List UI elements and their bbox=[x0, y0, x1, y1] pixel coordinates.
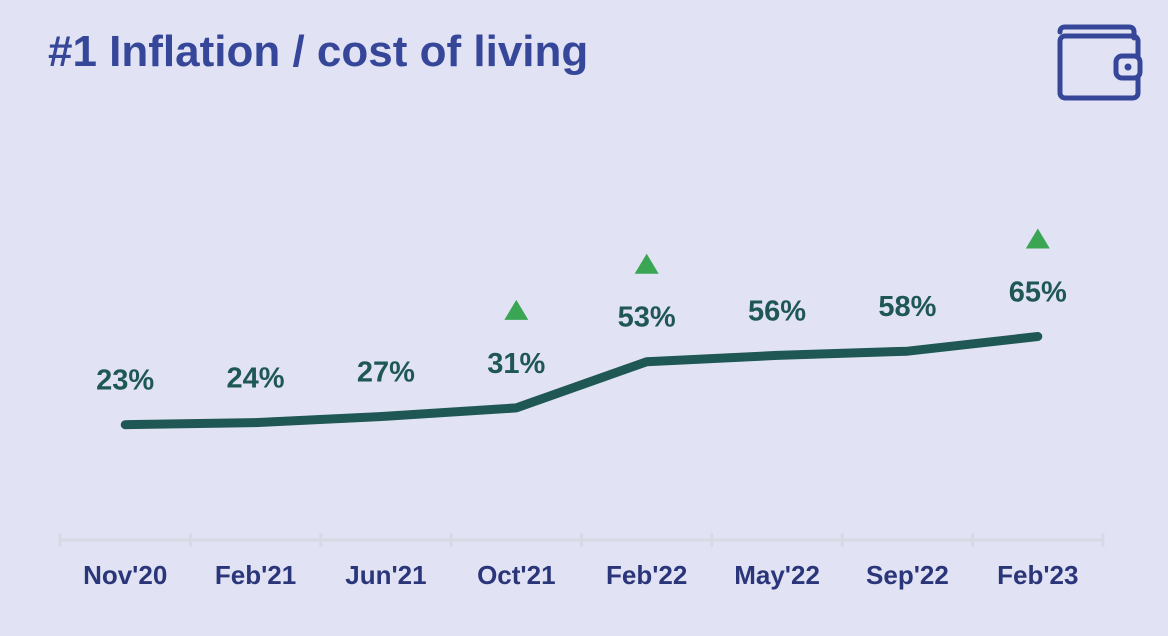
page-title: #1 Inflation / cost of living bbox=[48, 27, 589, 76]
data-labels: 23% 24% 27% 31% 53% 56% 58% 65% bbox=[96, 277, 1067, 397]
data-label: 53% bbox=[618, 302, 676, 334]
data-label: 65% bbox=[1009, 277, 1067, 309]
data-label: 58% bbox=[878, 291, 936, 323]
x-tick-label: Jun'21 bbox=[345, 560, 426, 590]
x-tick-label: Feb'22 bbox=[606, 560, 687, 590]
series-line-group bbox=[120, 332, 1043, 430]
x-tick-label: Sep'22 bbox=[866, 560, 949, 590]
data-label: 24% bbox=[227, 363, 285, 395]
x-tick-label: Nov'20 bbox=[83, 560, 167, 590]
x-axis bbox=[58, 533, 1105, 547]
wallet-icon bbox=[1057, 24, 1143, 101]
x-tick-label: Feb'21 bbox=[215, 560, 296, 590]
x-tick-label: May'22 bbox=[734, 560, 820, 590]
data-label: 27% bbox=[357, 356, 415, 388]
data-label: 31% bbox=[487, 348, 545, 380]
triangle-up-icon bbox=[1025, 228, 1050, 249]
x-tick-labels: Nov'20 Feb'21 Jun'21 Oct'21 Feb'22 May'22 Sep'… bbox=[83, 560, 1078, 590]
x-tick-label: Feb'23 bbox=[997, 560, 1078, 590]
x-tick-label: Oct'21 bbox=[477, 560, 555, 590]
data-label: 56% bbox=[748, 295, 806, 327]
triangle-up-icon bbox=[504, 299, 529, 320]
series-line bbox=[120, 332, 1043, 430]
data-label: 23% bbox=[96, 365, 154, 397]
increase-markers bbox=[504, 228, 1050, 320]
triangle-up-icon bbox=[634, 253, 659, 274]
